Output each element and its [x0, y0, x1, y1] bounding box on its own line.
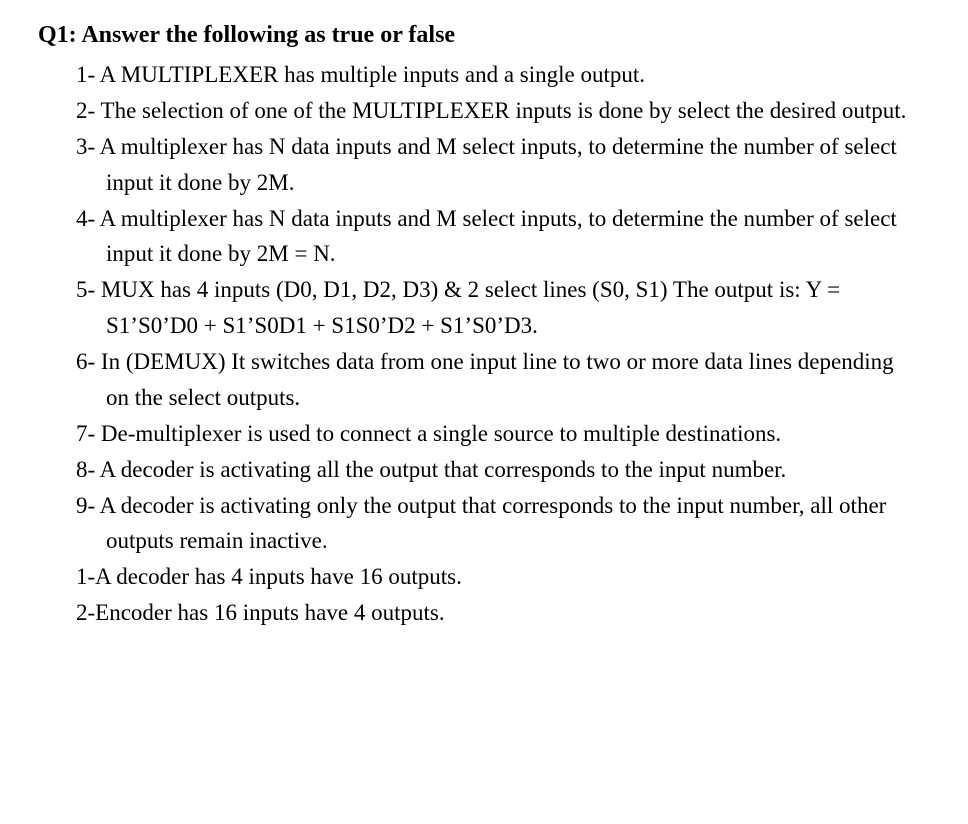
list-item: 9- A decoder is activating only the outp… — [38, 488, 918, 560]
list-item: 4- A multiplexer has N data inputs and M… — [38, 201, 918, 273]
question-list: 1- A MULTIPLEXER has multiple inputs and… — [38, 57, 918, 559]
item-text: A multiplexer has N data inputs and M se… — [100, 206, 897, 267]
list-item: 3- A multiplexer has N data inputs and M… — [38, 129, 918, 201]
item-number: 2- — [76, 98, 95, 123]
item-text: De-multiplexer is used to connect a sing… — [101, 421, 781, 446]
item-number: 8- — [76, 457, 95, 482]
extra-item: 2-Encoder has 16 inputs have 4 outputs. — [38, 595, 918, 631]
item-number: 1- — [76, 62, 95, 87]
item-number: 7- — [76, 421, 95, 446]
item-number: 6- — [76, 349, 95, 374]
extra-item: 1-A decoder has 4 inputs have 16 outputs… — [38, 559, 918, 595]
item-number: 9- — [76, 493, 95, 518]
list-item: 8- A decoder is activating all the outpu… — [38, 452, 918, 488]
item-number: 4- — [76, 206, 95, 231]
item-text: A MULTIPLEXER has multiple inputs and a … — [100, 62, 645, 87]
question-page: Q1: Answer the following as true or fals… — [0, 0, 968, 651]
list-item: 1- A MULTIPLEXER has multiple inputs and… — [38, 57, 918, 93]
item-text: The selection of one of the MULTIPLEXER … — [101, 98, 907, 123]
item-number: 3- — [76, 134, 95, 159]
item-number: 5- — [76, 277, 95, 302]
list-item: 5- MUX has 4 inputs (D0, D1, D2, D3) & 2… — [38, 272, 918, 344]
item-text: A decoder is activating only the output … — [100, 493, 887, 554]
item-text: A decoder is activating all the output t… — [100, 457, 787, 482]
item-text: A multiplexer has N data inputs and M se… — [100, 134, 897, 195]
list-item: 2- The selection of one of the MULTIPLEX… — [38, 93, 918, 129]
list-item: 6- In (DEMUX) It switches data from one … — [38, 344, 918, 416]
item-text: MUX has 4 inputs (D0, D1, D2, D3) & 2 se… — [101, 277, 840, 338]
list-item: 7- De-multiplexer is used to connect a s… — [38, 416, 918, 452]
question-title: Q1: Answer the following as true or fals… — [38, 22, 918, 49]
item-text: In (DEMUX) It switches data from one inp… — [101, 349, 894, 410]
